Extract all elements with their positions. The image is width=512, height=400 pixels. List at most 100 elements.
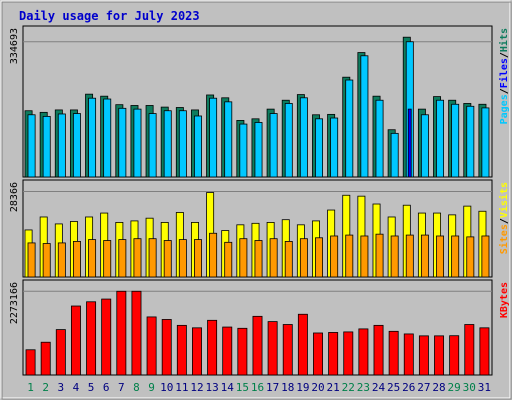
bar-files-day-1 <box>28 115 35 177</box>
x-tick-label: 4 <box>73 381 80 394</box>
x-tick-label: 17 <box>266 381 279 394</box>
bar-sites-day-6 <box>104 241 111 277</box>
side-legend: KBytes <box>499 282 510 318</box>
y-max-label: 334693 <box>9 28 20 64</box>
bar-sites-day-10 <box>164 241 171 277</box>
x-tick-label: 2 <box>42 381 49 394</box>
bar-files-day-22 <box>346 80 353 177</box>
x-tick-label: 25 <box>387 381 400 394</box>
bar-kbytes-day-23 <box>359 329 368 375</box>
bar-sites-day-18 <box>285 241 292 277</box>
bar-files-day-2 <box>43 116 50 177</box>
x-tick-label: 19 <box>296 381 309 394</box>
x-tick-label: 24 <box>372 381 386 394</box>
bar-files-day-13 <box>210 98 217 177</box>
bar-kbytes-day-25 <box>389 331 398 375</box>
bar-kbytes-day-14 <box>223 327 232 375</box>
bar-sites-day-1 <box>28 243 35 277</box>
bar-sites-day-21 <box>331 236 338 277</box>
bar-sites-day-3 <box>58 243 65 277</box>
x-tick-label: 16 <box>251 381 264 394</box>
x-tick-label: 9 <box>148 381 155 394</box>
legend-pages: Pages <box>499 94 510 124</box>
bar-files-day-27 <box>421 115 428 177</box>
x-tick-label: 13 <box>205 381 218 394</box>
chart-title: Daily usage for July 2023 <box>19 9 200 23</box>
bar-sites-day-29 <box>452 236 459 277</box>
bar-sites-day-17 <box>270 239 277 277</box>
bar-sites-day-9 <box>149 239 156 277</box>
bar-sites-day-19 <box>300 239 307 277</box>
x-tick-label: 5 <box>88 381 95 394</box>
x-tick-label: 23 <box>357 381 370 394</box>
x-tick-label: 10 <box>160 381 173 394</box>
bar-files-day-29 <box>452 104 459 177</box>
bar-sites-day-26 <box>406 235 413 277</box>
x-tick-label: 20 <box>311 381 324 394</box>
bar-kbytes-day-7 <box>117 291 126 375</box>
bar-sites-day-31 <box>482 236 489 277</box>
x-tick-label: 15 <box>236 381 249 394</box>
bar-files-day-9 <box>149 114 156 177</box>
bar-kbytes-day-15 <box>238 328 247 375</box>
x-tick-label: 14 <box>221 381 235 394</box>
bar-kbytes-day-5 <box>87 302 96 375</box>
x-tick-label: 12 <box>190 381 203 394</box>
bar-files-day-21 <box>331 118 338 177</box>
bar-kbytes-day-13 <box>208 320 217 375</box>
bar-sites-day-11 <box>179 240 186 277</box>
bar-files-day-16 <box>255 122 262 177</box>
bar-sites-day-7 <box>119 240 126 277</box>
bar-kbytes-day-22 <box>344 332 353 375</box>
bar-files-day-11 <box>179 111 186 177</box>
y-max-label: 28366 <box>9 182 20 212</box>
bar-files-day-10 <box>164 111 171 177</box>
bar-kbytes-day-19 <box>298 314 307 375</box>
bar-files-day-28 <box>436 100 443 177</box>
bar-kbytes-day-2 <box>41 342 50 375</box>
x-tick-label: 18 <box>281 381 294 394</box>
bar-sites-day-2 <box>43 244 50 277</box>
bar-sites-day-5 <box>89 240 96 277</box>
x-tick-label: 27 <box>417 381 430 394</box>
bar-files-day-19 <box>300 98 307 177</box>
bar-sites-day-16 <box>255 241 262 277</box>
legend-hits: Hits <box>498 28 510 52</box>
bar-sites-day-14 <box>225 242 232 277</box>
bar-kbytes-day-11 <box>177 325 186 375</box>
x-tick-label: 26 <box>402 381 415 394</box>
bar-kbytes-day-16 <box>253 316 262 375</box>
bar-files-day-20 <box>315 119 322 177</box>
x-tick-label: 3 <box>58 381 65 394</box>
bar-files-day-3 <box>58 114 65 177</box>
bar-files-day-5 <box>89 98 96 177</box>
legend-files: Files <box>498 58 510 88</box>
bar-sites-day-15 <box>240 239 247 277</box>
bar-files-day-6 <box>104 99 111 177</box>
bar-sites-day-27 <box>421 235 428 277</box>
bar-kbytes-day-6 <box>102 299 111 375</box>
bar-files-day-31 <box>482 108 489 177</box>
bar-files-day-30 <box>467 106 474 177</box>
bar-sites-day-12 <box>194 240 201 277</box>
bar-sites-day-23 <box>361 236 368 277</box>
bar-kbytes-day-9 <box>147 317 156 375</box>
bar-sites-day-30 <box>467 237 474 277</box>
x-tick-label: 8 <box>133 381 140 394</box>
x-tick-label: 21 <box>327 381 340 394</box>
bar-files-day-24 <box>376 100 383 177</box>
x-tick-label: 31 <box>478 381 491 394</box>
side-legend: Sites/Visits <box>498 182 510 254</box>
bar-pages-day-26 <box>408 109 411 177</box>
bar-files-day-18 <box>285 103 292 177</box>
x-tick-label: 30 <box>463 381 476 394</box>
side-legend: Pages/Files/Hits <box>498 28 510 124</box>
x-tick-label: 29 <box>448 381 461 394</box>
bar-kbytes-day-29 <box>450 336 459 375</box>
bar-files-day-8 <box>134 109 141 177</box>
bar-files-day-12 <box>194 116 201 177</box>
x-tick-label: 22 <box>342 381 355 394</box>
bar-files-day-14 <box>225 102 232 177</box>
bar-kbytes-day-21 <box>329 332 338 375</box>
